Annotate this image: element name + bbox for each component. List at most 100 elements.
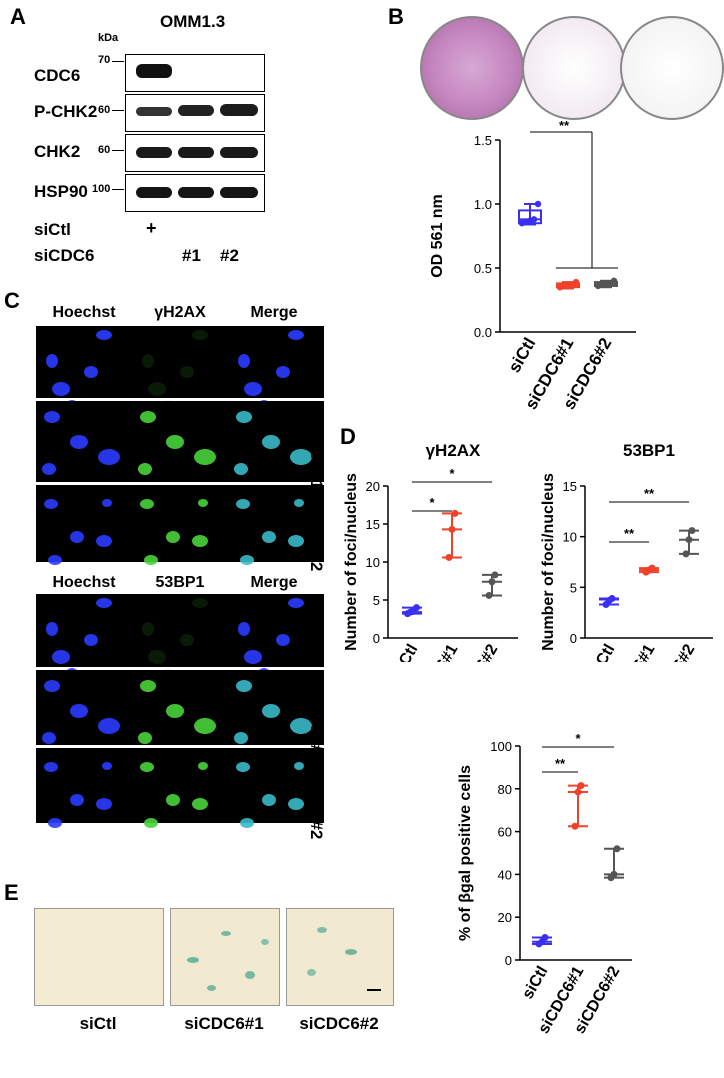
blot-label-pchk2: P-CHK2 [34, 102, 98, 121]
bgal-image-sicdc6-2 [286, 908, 394, 1006]
cell-nucleus [238, 622, 250, 636]
cell-nucleus [140, 680, 156, 692]
panel-letter-c: C [4, 288, 20, 313]
cell-nucleus [194, 449, 216, 465]
data-point [648, 564, 656, 572]
cell-nucleus [142, 622, 154, 636]
significance-label: * [575, 731, 581, 746]
y-tick-label: 80 [498, 782, 512, 797]
kda-label: kDa [98, 32, 119, 44]
col-header-merge-2: Merge [250, 574, 298, 591]
band-pchk2-lane3 [220, 104, 258, 116]
gh2ax-tile-r2-c0 [36, 485, 132, 565]
bgal-positive-cell [187, 957, 199, 963]
cell-nucleus [44, 411, 60, 423]
y-tick-label: 40 [498, 867, 512, 882]
cell-nucleus [166, 704, 184, 718]
data-point [610, 277, 618, 284]
blot-cdc6 [125, 54, 265, 92]
band-hsp90-lane3 [220, 187, 258, 198]
band-pchk2-lane1 [136, 107, 172, 116]
cell-nucleus [262, 704, 280, 718]
lane-mark-sicdc6-lane2: #1 [182, 246, 201, 265]
plate-sictl [420, 16, 524, 120]
bgal-positive-cell [261, 939, 269, 945]
cell-nucleus [180, 634, 194, 646]
row-label-sicdc6-1: siCDC6#1 [307, 410, 326, 490]
cell-nucleus [140, 411, 156, 423]
cell-nucleus [192, 535, 208, 547]
plate-sicdc6-1 [522, 16, 626, 120]
row-label-sicdc6-2: siCDC6#2 [307, 492, 326, 572]
cell-nucleus [294, 762, 304, 770]
cell-nucleus [262, 435, 280, 449]
cell-nucleus [44, 762, 58, 772]
data-point [688, 527, 696, 535]
kda-tick [112, 110, 124, 111]
data-point [608, 594, 616, 602]
cell-nucleus [46, 354, 58, 368]
y-tick-label: 0 [505, 953, 512, 968]
cell-nucleus [238, 354, 250, 368]
condition-label-sicdc6: siCDC6 [34, 246, 95, 265]
blot-label-hsp90: HSP90 [34, 182, 88, 201]
cell-nucleus [70, 435, 88, 449]
cell-nucleus [48, 555, 62, 565]
cell-nucleus [52, 382, 70, 396]
cell-nucleus [142, 354, 154, 368]
cell-nucleus [144, 555, 158, 565]
gh2ax-tile-r1-c1 [132, 401, 228, 482]
bgal-positive-cell [221, 931, 231, 936]
gh2ax-tile-r2-c1 [132, 485, 228, 565]
cell-nucleus [102, 762, 112, 770]
cell-nucleus [46, 622, 58, 636]
panel-letter-a: A [10, 4, 26, 29]
53bp1-tile-r0-c2 [228, 594, 324, 678]
kda-tick [112, 189, 124, 190]
cell-nucleus [234, 463, 248, 475]
col-header-hoechst-2: Hoechst [52, 574, 116, 591]
y-tick-label: 5 [570, 580, 577, 595]
53bp1-tile-r0-c0 [36, 594, 132, 678]
cell-nucleus [148, 382, 166, 396]
gh2ax-tile-r1-c2 [228, 401, 324, 482]
cell-nucleus [198, 762, 208, 770]
bgal-positive-cell [245, 971, 255, 979]
cell-nucleus [236, 411, 252, 423]
cell-nucleus [138, 732, 152, 744]
cell-nucleus [42, 732, 56, 744]
cell-nucleus [96, 598, 112, 608]
y-tick-label: 100 [490, 739, 512, 754]
cell-nucleus [84, 366, 98, 378]
blot-pchk2 [125, 94, 265, 132]
bgal-positive-cell [345, 949, 357, 955]
cell-nucleus [96, 798, 112, 810]
cell-nucleus [234, 732, 248, 744]
cell-nucleus [70, 794, 84, 806]
y-tick-label: 15 [563, 479, 577, 494]
y-tick-label: 60 [498, 825, 512, 840]
cell-nucleus [194, 718, 216, 734]
cell-line-title: OMM1.3 [160, 12, 226, 31]
y-tick-label: 0 [373, 631, 380, 646]
cell-nucleus [262, 531, 276, 543]
panel-letter-d: D [340, 424, 356, 449]
significance-label: ** [644, 486, 655, 501]
53bp1-tile-r0-c1 [132, 594, 228, 678]
significance-label: * [429, 495, 435, 510]
row-label-sicdc6-1-2: siCDC6#1 [307, 684, 326, 764]
data-point [451, 509, 459, 517]
col-header-hoechst: Hoechst [52, 304, 116, 321]
data-point [613, 845, 621, 853]
cell-nucleus [288, 330, 304, 340]
cell-nucleus [84, 634, 98, 646]
data-point [571, 822, 579, 830]
cell-nucleus [166, 531, 180, 543]
data-point [445, 553, 453, 561]
data-point [413, 604, 420, 612]
cell-nucleus [140, 762, 154, 772]
y-axis-label: % of βgal positive cells [457, 765, 474, 941]
lane-mark-sictl-lane1: + [146, 218, 157, 238]
lane-mark-sicdc6-lane3: #2 [220, 246, 239, 265]
